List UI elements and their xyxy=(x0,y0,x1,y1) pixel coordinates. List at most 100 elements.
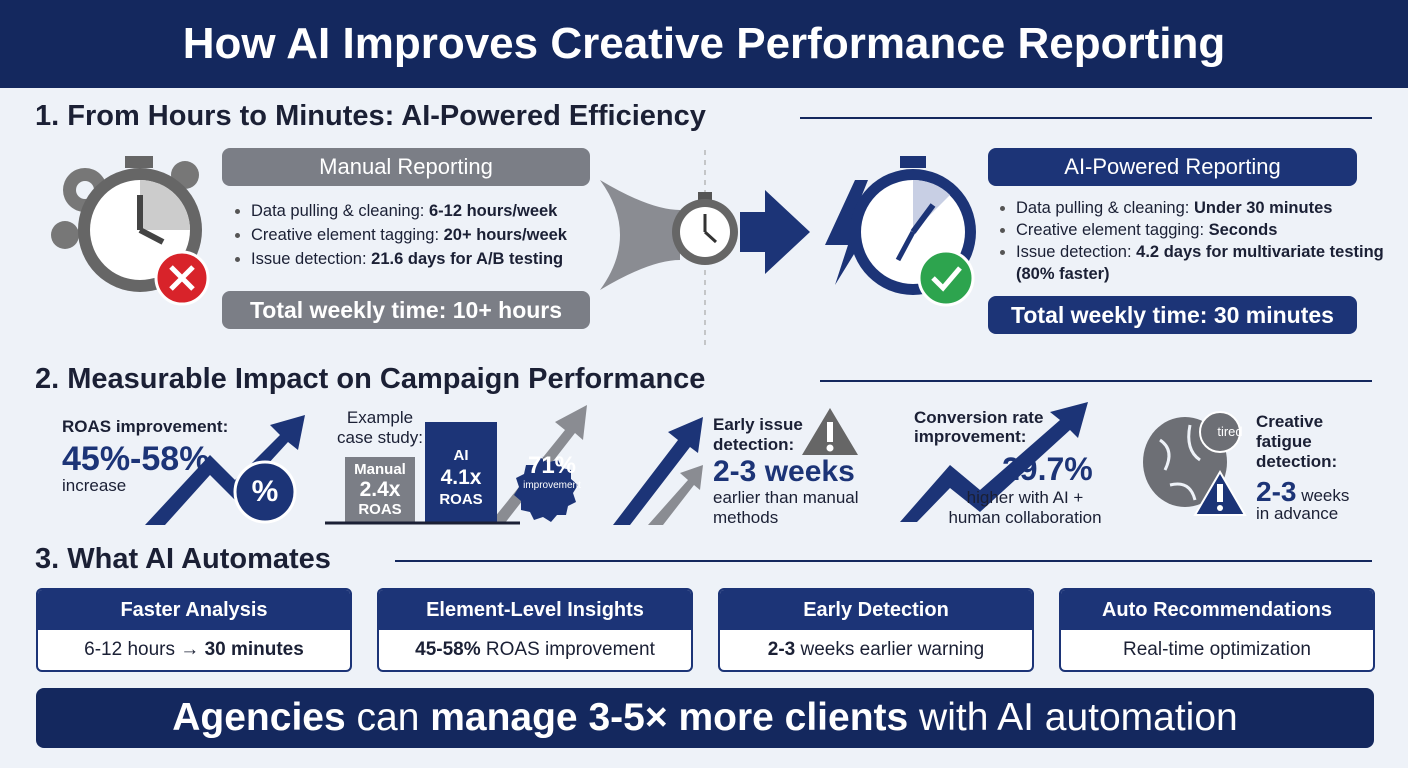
graphic xyxy=(825,180,875,285)
list-item: Data pulling & cleaning: 6-12 hours/week xyxy=(251,199,621,223)
text: Real-time optimization xyxy=(1123,639,1311,660)
manual-title: Manual Reporting xyxy=(222,148,590,186)
rule xyxy=(800,117,1372,119)
early-value: 2-3 weeks xyxy=(713,455,855,488)
text: with AI automation xyxy=(919,696,1238,739)
list-item: Issue detection: 4.2 days for multivaria… xyxy=(1016,241,1386,285)
text: improvement xyxy=(523,480,581,491)
rule xyxy=(395,560,1372,562)
conversion-note: higher with AI + human collaboration xyxy=(948,488,1102,527)
text: Under 30 minutes xyxy=(1193,199,1333,217)
graphic xyxy=(613,417,703,525)
text: 6-12 hours/week xyxy=(428,202,558,220)
case-graphic xyxy=(325,405,587,525)
graphic xyxy=(1217,484,1223,502)
text: Data pulling & cleaning: xyxy=(1016,199,1190,217)
graphic xyxy=(900,156,926,168)
transition-graphic xyxy=(600,150,976,345)
text: ROAS xyxy=(358,501,402,518)
graphic xyxy=(125,156,153,168)
text: Agencies xyxy=(172,696,346,739)
roas-label: ROAS improvement: xyxy=(62,417,229,436)
text: 71% xyxy=(527,452,577,479)
conversion-value: 29.7% xyxy=(1002,451,1093,487)
card-title: Early Detection xyxy=(720,590,1032,630)
text: Manual xyxy=(354,461,406,478)
fatigue-note: in advance xyxy=(1256,504,1339,523)
text: 30 minutes xyxy=(204,639,304,660)
text: Creative element tagging: xyxy=(251,226,440,244)
conversion-graphic xyxy=(900,402,1088,522)
fatigue-value: 2-3 weeks xyxy=(1256,476,1349,508)
card-body: 45-58% ROAS improvement xyxy=(379,630,691,670)
card-body: 6-12 hours → 30 minutes xyxy=(38,630,350,670)
early-graphic xyxy=(613,408,858,525)
graphic xyxy=(698,192,712,200)
card-body: 2-3 weeks earlier warning xyxy=(720,630,1032,670)
ai-total: Total weekly time: 30 minutes xyxy=(988,296,1357,334)
graphic xyxy=(145,415,305,525)
case-ai: AI 4.1x ROAS xyxy=(425,445,497,511)
text: Data pulling & cleaning: xyxy=(251,202,425,220)
graphic xyxy=(895,230,916,262)
ai-list: Data pulling & cleaning: Under 30 minute… xyxy=(1000,197,1386,285)
graphic xyxy=(827,422,833,442)
graphic xyxy=(514,456,578,522)
text: Creative element tagging: xyxy=(1016,221,1205,239)
list-item: Issue detection: 21.6 days for A/B testi… xyxy=(251,247,621,271)
ai-title: AI-Powered Reporting xyxy=(988,148,1357,186)
graphic xyxy=(1217,505,1223,511)
text: AI xyxy=(453,447,469,464)
text: 20+ hours/week xyxy=(443,226,567,244)
card-title: Auto Recommendations xyxy=(1061,590,1373,630)
text: ROAS xyxy=(439,491,483,508)
text: 4.1x xyxy=(440,466,482,489)
roas-note: increase xyxy=(62,476,127,495)
fatigue-icon-text: tired xyxy=(1217,424,1243,439)
manual-total: Total weekly time: 10+ hours xyxy=(222,291,590,329)
roas-graphic xyxy=(145,415,305,525)
section-heading: 3. What AI Automates xyxy=(35,543,331,575)
card: Faster Analysis 6-12 hours → 30 minutes xyxy=(36,588,352,672)
graphic xyxy=(425,422,497,522)
card-title: Faster Analysis xyxy=(38,590,350,630)
list-item: Creative element tagging: Seconds xyxy=(1016,219,1386,241)
graphic xyxy=(51,221,79,249)
list-item: Data pulling & cleaning: Under 30 minute… xyxy=(1016,197,1386,219)
graphic xyxy=(140,180,190,230)
text: Issue detection: xyxy=(251,250,367,268)
text: 45-58% xyxy=(415,639,481,660)
graphic xyxy=(1199,411,1241,453)
text: 2-3 xyxy=(1256,476,1297,507)
text: ROAS improvement xyxy=(485,639,655,660)
graphic xyxy=(169,265,195,291)
section-heading: 2. Measurable Impact on Campaign Perform… xyxy=(35,363,706,395)
section-heading: 1. From Hours to Minutes: AI-Powered Eff… xyxy=(35,100,706,132)
card: Auto Recommendations Real-time optimizati… xyxy=(1059,588,1375,672)
manual-clock-icon xyxy=(51,156,210,306)
graphic xyxy=(917,249,975,307)
card-title: Element-Level Insights xyxy=(379,590,691,630)
text: weeks xyxy=(1301,486,1350,505)
text: 6-12 hours → xyxy=(84,639,200,660)
graphic xyxy=(233,460,297,524)
text: Issue detection: xyxy=(1016,243,1132,261)
early-note: earlier than manual methods xyxy=(713,488,859,527)
text: Seconds xyxy=(1208,221,1278,239)
graphic xyxy=(900,402,1088,522)
graphic xyxy=(1159,424,1201,501)
rule xyxy=(820,380,1372,382)
title: How AI Improves Creative Performance Rep… xyxy=(0,0,1408,88)
text: 2-3 xyxy=(767,639,796,660)
roas-value: 45%-58% xyxy=(62,440,210,478)
graphic xyxy=(703,230,718,244)
early-label: Early issue detection: xyxy=(713,415,803,454)
graphic xyxy=(600,180,680,290)
graphic xyxy=(931,266,962,292)
case-label: Example case study: xyxy=(337,408,423,447)
text: weeks earlier warning xyxy=(800,639,985,660)
text: manage 3-5× more clients xyxy=(430,696,909,739)
case-manual: Manual 2.4x ROAS xyxy=(345,460,415,520)
graphic xyxy=(826,444,834,452)
conversion-label: Conversion rate improvement: xyxy=(914,408,1044,446)
